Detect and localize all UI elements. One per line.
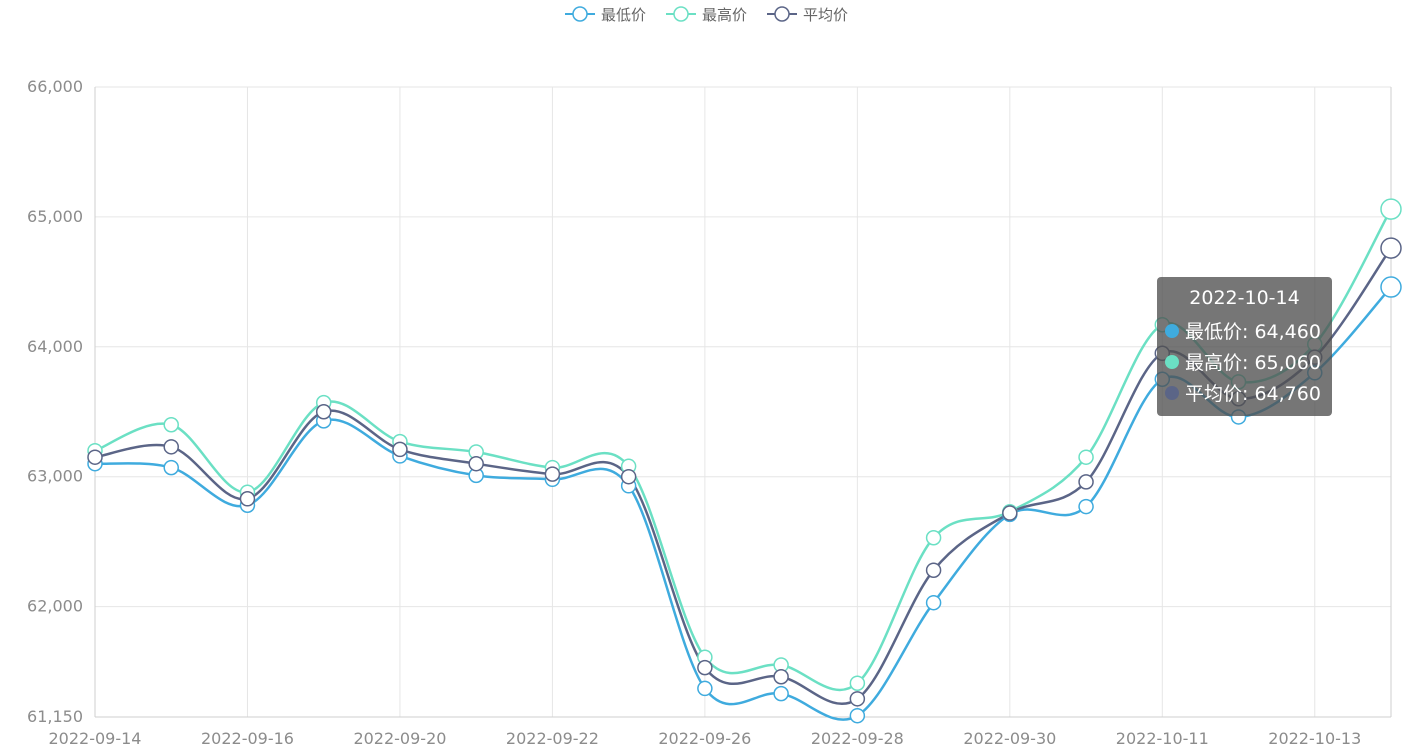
legend-item-avg[interactable]: 平均价 xyxy=(765,2,848,26)
data-point xyxy=(239,491,256,507)
legend-avg-icon xyxy=(767,6,797,22)
data-point xyxy=(163,416,179,433)
tooltip-row-max: 最高价: 65,060 xyxy=(1165,346,1324,377)
x-tick-label: 2022-10-13 xyxy=(1268,729,1361,748)
legend-max-icon xyxy=(665,6,696,22)
tooltip-row-avg: 平均价: 64,760 xyxy=(1165,377,1324,408)
data-point xyxy=(620,468,637,485)
data-point xyxy=(849,691,866,707)
legend-min-icon xyxy=(564,6,595,22)
tooltip-avg-dot-icon xyxy=(1165,385,1179,400)
data-point xyxy=(1078,474,1094,490)
data-point xyxy=(544,466,561,482)
data-point xyxy=(163,459,179,476)
y-tick-label: 63,000 xyxy=(27,467,83,486)
tooltip-max-dot-icon xyxy=(1165,354,1179,369)
data-point xyxy=(1380,198,1402,220)
data-point xyxy=(468,455,484,472)
y-tick-label: 62,000 xyxy=(27,597,83,616)
data-point xyxy=(925,529,942,546)
x-tick-label: 2022-09-22 xyxy=(506,729,599,748)
data-point xyxy=(773,668,789,685)
data-point xyxy=(1380,276,1402,298)
data-point xyxy=(697,659,713,676)
data-point xyxy=(87,449,103,465)
data-point xyxy=(849,675,866,691)
data-point xyxy=(1078,449,1094,465)
y-tick-label: 66,000 xyxy=(27,77,83,96)
tooltip-max-text: 最高价: 65,060 xyxy=(1185,352,1321,374)
legend-label-avg: 平均价 xyxy=(803,5,849,24)
x-tick-label: 2022-09-14 xyxy=(49,729,142,748)
data-point xyxy=(1078,498,1094,515)
tooltip-title: 2022-10-14 xyxy=(1189,287,1300,309)
x-tick-label: 2022-09-28 xyxy=(811,729,904,748)
data-point xyxy=(849,707,866,724)
x-tick-label: 2022-09-16 xyxy=(201,729,294,748)
data-point xyxy=(697,680,713,697)
tooltip-min-dot-icon xyxy=(1165,323,1179,338)
chart-legend: 最低价 最高价 平均价 xyxy=(0,2,1411,26)
y-tick-label: 61,150 xyxy=(27,707,83,726)
data-point xyxy=(392,441,408,458)
y-tick-label: 64,000 xyxy=(27,337,83,356)
legend-item-max[interactable]: 最高价 xyxy=(664,2,747,26)
legend-item-min[interactable]: 最低价 xyxy=(563,2,646,26)
data-point xyxy=(315,403,332,420)
legend-label-min: 最低价 xyxy=(600,5,646,24)
data-point xyxy=(163,439,179,455)
data-point xyxy=(773,685,789,702)
data-point xyxy=(925,562,942,578)
tooltip-row-min: 最低价: 64,460 xyxy=(1165,315,1324,346)
x-tick-label: 2022-10-11 xyxy=(1116,729,1209,748)
data-point xyxy=(925,594,942,611)
tooltip-avg-text: 平均价: 64,760 xyxy=(1185,383,1321,405)
data-point xyxy=(1380,237,1402,259)
x-tick-label: 2022-09-20 xyxy=(353,729,446,748)
x-tick-label: 2022-09-26 xyxy=(658,729,751,748)
legend-label-max: 最高价 xyxy=(701,5,747,24)
tooltip-min-text: 最低价: 64,460 xyxy=(1185,321,1321,343)
chart-tooltip: 2022-10-14 最低价: 64,460 最高价: 65,060 平均价: … xyxy=(1157,277,1332,416)
x-tick-label: 2022-09-30 xyxy=(963,729,1056,748)
y-tick-label: 65,000 xyxy=(27,207,83,226)
data-point xyxy=(1002,505,1018,521)
